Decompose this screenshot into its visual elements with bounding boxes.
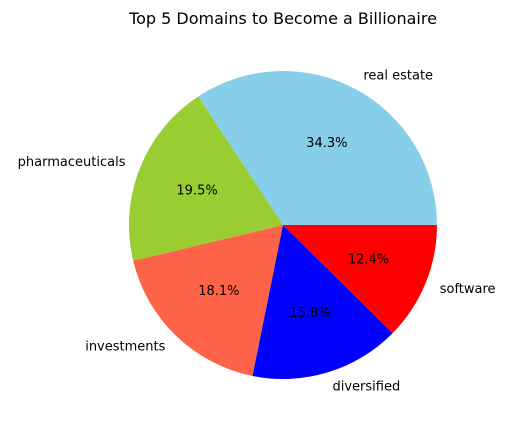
pie-labels: real estate 34.3% pharmaceuticals 19.5% inve…	[18, 68, 496, 394]
pie-slice-investments	[133, 225, 283, 376]
pie-slice-real-estate	[198, 71, 437, 225]
slice-label-software: software	[440, 282, 496, 297]
slice-percent-diversified: 15.8%	[289, 306, 330, 321]
pie-slices	[128, 71, 437, 379]
slice-percent-pharmaceuticals: 19.5%	[176, 184, 217, 199]
slice-label-real-estate: real estate	[363, 68, 433, 83]
slice-label-investments: investments	[85, 339, 165, 354]
chart-title: Top 5 Domains to Become a Billionaire	[128, 9, 437, 28]
slice-percent-software: 12.4%	[348, 253, 389, 268]
slice-label-diversified: diversified	[333, 380, 401, 395]
pie-slice-pharmaceuticals	[128, 96, 283, 261]
slice-percent-real-estate: 34.3%	[306, 136, 347, 151]
slice-label-pharmaceuticals: pharmaceuticals	[18, 155, 126, 170]
slice-percent-investments: 18.1%	[198, 284, 239, 299]
pie-slice-software	[283, 225, 437, 334]
pie-slice-diversified	[252, 225, 393, 379]
